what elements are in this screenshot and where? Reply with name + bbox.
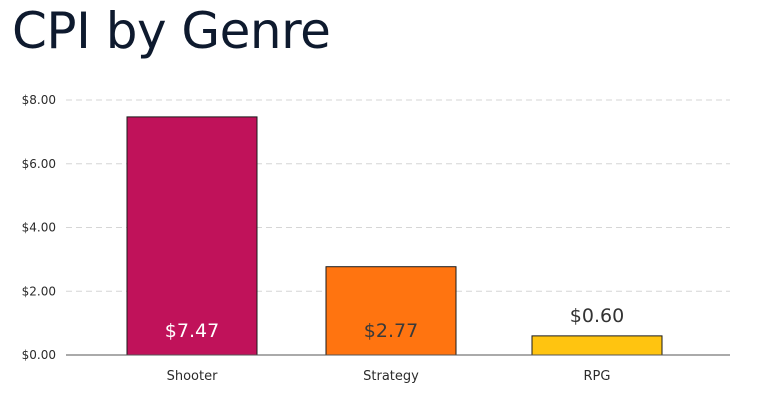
bar [325, 266, 457, 356]
y-tick-label: $6.00 [22, 157, 56, 171]
x-axis-categories: Shooter Strategy RPG [167, 369, 611, 384]
y-tick-label: $8.00 [22, 93, 56, 107]
data-label: $2.77 [364, 320, 418, 342]
y-tick-label: $2.00 [22, 284, 56, 298]
chart-title: CPI by Genre [12, 2, 331, 60]
data-labels: $7.47 $2.77 $0.60 [165, 305, 624, 342]
y-tick-label: $0.00 [22, 348, 56, 362]
data-label: $0.60 [570, 305, 624, 327]
y-tick-label: $4.00 [22, 221, 56, 235]
x-tick-label: Strategy [363, 369, 419, 384]
y-axis-ticks: $0.00 $2.00 $4.00 $6.00 $8.00 [22, 93, 56, 362]
data-label: $7.47 [165, 320, 219, 342]
bar [531, 335, 663, 356]
x-tick-label: Shooter [167, 369, 218, 384]
x-tick-label: RPG [584, 369, 611, 384]
